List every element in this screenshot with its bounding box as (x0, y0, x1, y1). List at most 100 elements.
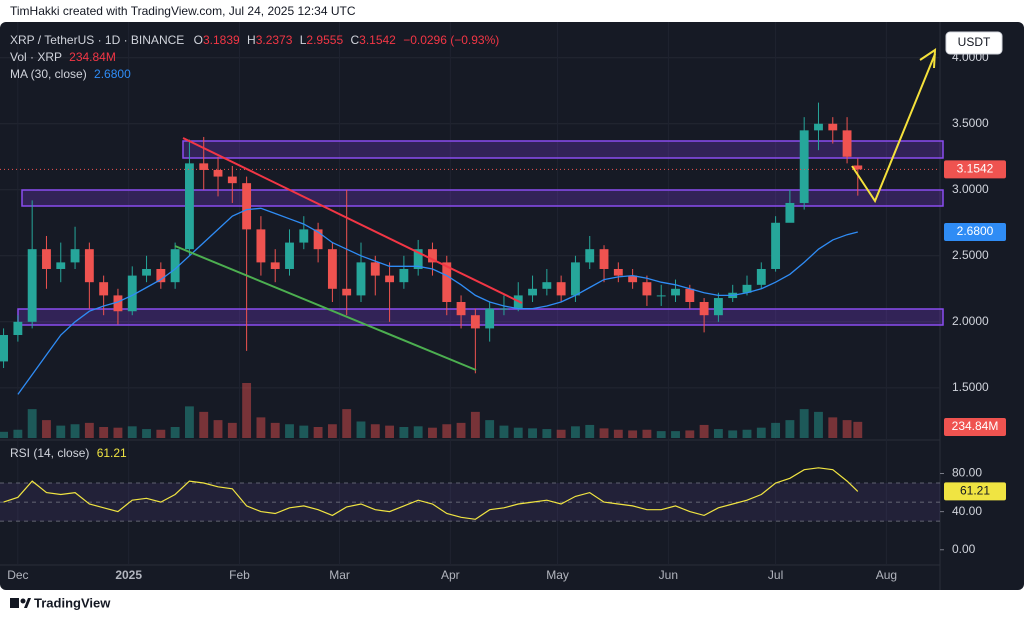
rsi-tick-label: 0.00 (952, 542, 976, 556)
volume-bar (713, 429, 723, 438)
candle-body (399, 268, 409, 283)
candle-body (771, 222, 781, 269)
candle-body (342, 288, 352, 296)
legend-line: MA (30, close) 2.6800 (10, 67, 131, 81)
currency-button[interactable] (945, 31, 1003, 55)
open-value: 3.1839 (203, 33, 240, 47)
volume-bar (356, 421, 366, 438)
volume-bar (42, 420, 51, 438)
volume-bar (156, 429, 166, 438)
x-tick-label: Jun (659, 568, 678, 582)
support-zone (17, 308, 944, 326)
candle-body (327, 249, 337, 289)
y-tick-label: 2.0000 (952, 314, 989, 328)
footer-brand: TradingView (34, 595, 111, 610)
drawings (174, 48, 937, 371)
volume-tag-label: 234.84M (952, 419, 999, 433)
candle-body (456, 302, 466, 316)
candle-body (842, 130, 852, 157)
candle-body (470, 315, 480, 329)
volume-bar (571, 426, 580, 438)
trend-line (182, 137, 523, 304)
volume-bar (814, 411, 823, 438)
grid (0, 22, 940, 565)
ma-tag (944, 223, 1006, 242)
candle-body (170, 249, 180, 283)
trend-line (174, 245, 477, 371)
candle-body (270, 262, 280, 269)
candle-body (256, 229, 266, 263)
candle-body (585, 249, 595, 263)
candle-body (42, 249, 51, 269)
candle-body (84, 249, 94, 283)
candle-body (285, 242, 294, 269)
rsi-band (0, 483, 940, 522)
arrow-head (919, 48, 937, 69)
volume-bar (413, 426, 423, 438)
y-tick-label: 3.0000 (952, 182, 989, 196)
volume-bar (842, 420, 852, 438)
volume-bar (828, 417, 838, 438)
ohlc-label: L (300, 33, 307, 47)
x-tick-label: Feb (229, 568, 250, 582)
footer: TradingView (10, 595, 111, 610)
x-tick-label: Dec (7, 568, 28, 582)
overlay (0, 168, 940, 395)
volume-bar (671, 431, 680, 438)
candle-body (127, 275, 137, 312)
low-value: 2.9555 (306, 33, 343, 47)
volume-bar (385, 425, 395, 438)
volume-bar (513, 427, 523, 438)
logo-mark (24, 598, 31, 608)
volume-bar (756, 427, 766, 438)
volume-bar (456, 422, 466, 438)
candles (0, 102, 863, 374)
volume-bar (184, 406, 194, 438)
volume-bar (27, 409, 37, 438)
volume-bar (699, 424, 709, 438)
symbol-title: XRP / TetherUS · 1D · BINANCE (10, 33, 184, 47)
volume-bar (342, 409, 352, 438)
currency-label[interactable]: USDT (958, 35, 991, 49)
candle-body (828, 123, 838, 131)
volume-bar (370, 424, 380, 438)
candle-body (242, 183, 252, 230)
volume-value: 234.84M (69, 50, 116, 64)
candle-body (142, 268, 151, 276)
rsi-tick-label: 80.00 (952, 466, 982, 480)
candle-body (184, 163, 194, 250)
header-text: TimHakki created with TradingView.com, J… (10, 4, 356, 18)
rsi-tick-label: 40.00 (952, 504, 982, 518)
volume-bar (853, 421, 863, 438)
candle-body (113, 295, 123, 312)
chart-background (0, 22, 1024, 590)
candle-body (713, 298, 723, 316)
legend-line: XRP / TetherUS · 1D · BINANCE O3.1839 H3… (10, 33, 499, 47)
volume-bar (528, 428, 537, 438)
candle-body (428, 249, 437, 263)
volume-bar (56, 425, 66, 438)
volume-bar (13, 429, 23, 438)
volume-bar (499, 425, 509, 438)
x-tick-label: May (546, 568, 569, 582)
candle-body (528, 288, 537, 296)
volume-bar (242, 383, 252, 438)
ma-value: 2.6800 (94, 67, 131, 81)
rsi-line (3, 467, 859, 520)
y-tick-label: 1.5000 (952, 380, 989, 394)
candle-body (385, 275, 395, 283)
candle-body (13, 321, 23, 336)
logo-mark (10, 598, 19, 608)
volume-bars (0, 383, 863, 438)
candle-body (299, 229, 309, 243)
projection-arrow (851, 53, 936, 204)
volume-bar (785, 420, 795, 438)
candle-body (199, 163, 209, 170)
candle-body (156, 268, 166, 283)
volume-bar (227, 422, 237, 438)
volume-bar (656, 431, 666, 438)
candle-body (442, 262, 452, 302)
x-tick-label: Jul (768, 568, 783, 582)
volume-bar (470, 411, 480, 438)
volume-bar (485, 420, 495, 438)
